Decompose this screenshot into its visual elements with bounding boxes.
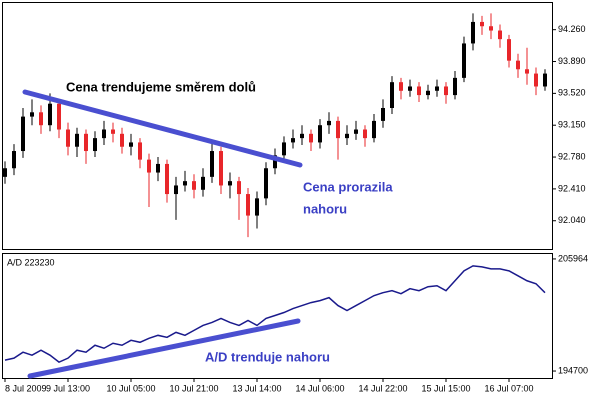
annotation: Cena prorazila (303, 179, 393, 194)
candle-body (255, 198, 259, 216)
candle-body (426, 90, 430, 96)
annotation: Cena trendujeme směrem dolů (66, 79, 256, 94)
x-tick-label: 10 Jul 21:00 (169, 383, 218, 393)
candle-body (480, 21, 484, 27)
candle-body (291, 138, 295, 143)
ad-panel (2, 253, 553, 379)
candle-body (543, 73, 547, 87)
candle-body (39, 112, 43, 126)
candle-body (327, 120, 331, 126)
candle-body (300, 133, 304, 139)
y-tick-label: 194700 (558, 365, 588, 375)
candle-body (120, 133, 124, 147)
candle-body (363, 129, 367, 139)
x-tick-label: 14 Jul 06:00 (295, 383, 344, 393)
candle-body (309, 133, 313, 143)
candle-body (273, 155, 277, 169)
candle-body (129, 142, 133, 147)
candle-body (21, 116, 25, 152)
candle-body (84, 133, 88, 152)
candle-body (111, 129, 115, 134)
x-tick-label: 14 Jul 22:00 (358, 383, 407, 393)
candle-body (435, 86, 439, 91)
x-tick-label: 9 Jul 13:00 (46, 383, 90, 393)
x-tick-label: 16 Jul 07:00 (484, 383, 533, 393)
price-panel (2, 2, 553, 250)
candle-body (237, 181, 241, 195)
candle-body (3, 168, 7, 177)
candle-body (381, 107, 385, 121)
candle-body (408, 86, 412, 91)
candle-body (210, 151, 214, 177)
candle-body (516, 60, 520, 70)
annotation: nahoru (303, 201, 347, 216)
candle-body (156, 163, 160, 173)
candle-body (372, 120, 376, 139)
candle-body (345, 133, 349, 139)
candle-body (498, 30, 502, 40)
candle-body (12, 151, 16, 169)
candle-body (192, 181, 196, 190)
candle-body (534, 73, 538, 87)
candle-body (399, 82, 403, 91)
candle-body (66, 129, 70, 147)
candle-body (201, 176, 205, 190)
x-tick-label: 13 Jul 14:00 (232, 383, 281, 393)
candle-body (417, 86, 421, 96)
candle-body (102, 129, 106, 139)
candle-body (336, 120, 340, 139)
x-tick-label: 8 Jul 2009 (5, 383, 47, 393)
y-tick-label: 93.890 (558, 56, 586, 66)
candle-body (48, 103, 52, 126)
candle-body (489, 26, 493, 31)
candle-body (138, 142, 142, 160)
trend-line (22, 89, 303, 168)
candle-body (165, 163, 169, 195)
candle-body (282, 142, 286, 156)
candle-body (264, 168, 268, 199)
y-tick-label: 94.260 (558, 24, 586, 34)
y-tick-label: 93.150 (558, 120, 586, 130)
candle-body (507, 39, 511, 61)
candle-body (75, 133, 79, 147)
candle-body (219, 151, 223, 186)
candle-body (246, 194, 250, 216)
x-tick-label: 15 Jul 15:00 (421, 383, 470, 393)
candle-body (354, 129, 358, 134)
indicator-label: A/D 223230 (7, 257, 55, 267)
y-tick-label: 92.410 (558, 183, 586, 193)
candle-body (183, 181, 187, 186)
candle-body (453, 77, 457, 96)
candle-body (30, 112, 34, 117)
trend-line (27, 318, 301, 379)
candle-body (228, 181, 232, 186)
candle-body (57, 103, 61, 130)
candle-body (174, 185, 178, 195)
y-tick-label: 92.780 (558, 151, 586, 161)
y-tick-label: 205964 (558, 253, 588, 263)
candle-body (444, 86, 448, 96)
candle-body (93, 138, 97, 152)
y-tick-label: 92.040 (558, 215, 586, 225)
annotation: A/D trenduje nahoru (205, 349, 330, 364)
candle-body (525, 69, 529, 74)
candle-body (390, 82, 394, 108)
ad-line (4, 265, 546, 363)
candle-body (318, 125, 322, 143)
y-tick-label: 93.520 (558, 88, 586, 98)
candle-body (471, 21, 475, 44)
candle-body (147, 159, 151, 173)
candle-body (462, 43, 466, 78)
x-tick-label: 10 Jul 05:00 (106, 383, 155, 393)
